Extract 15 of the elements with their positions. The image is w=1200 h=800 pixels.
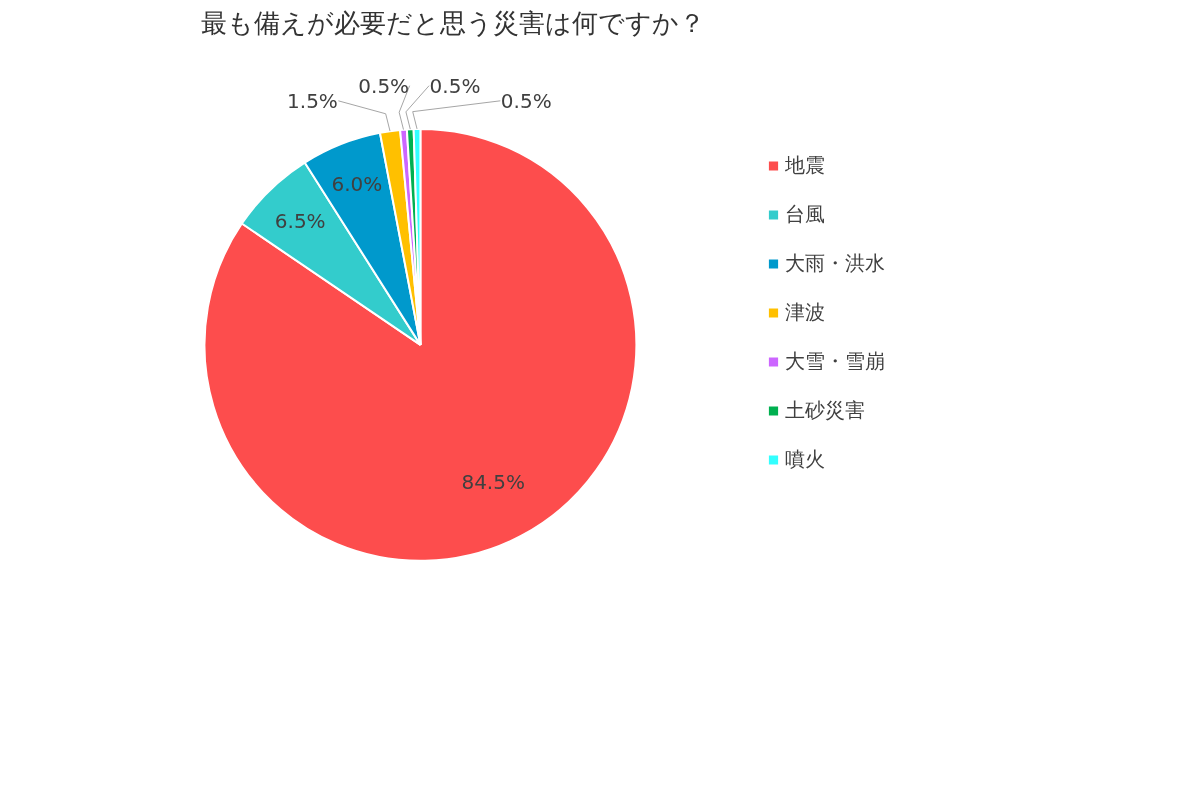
legend-label: 大雪・雪崩: [785, 347, 885, 375]
data-label: 84.5%: [461, 470, 525, 495]
legend-label: 津波: [785, 298, 825, 326]
data-label: 0.5%: [500, 88, 552, 113]
legend-label: 台風: [785, 200, 825, 228]
data-label: 0.5%: [429, 73, 481, 98]
legend-label: 土砂災害: [785, 396, 865, 424]
legend-label: 大雨・洪水: [785, 249, 885, 277]
data-label: 6.0%: [331, 172, 383, 197]
data-label: 1.5%: [287, 88, 338, 113]
data-label: 6.5%: [274, 208, 326, 233]
chart-title: 最も備えが必要だと思う災害は何ですか？: [200, 7, 705, 38]
legend-label: 地震: [785, 151, 825, 179]
legend-label: 噴火: [785, 445, 825, 473]
data-label: 0.5%: [358, 73, 410, 98]
